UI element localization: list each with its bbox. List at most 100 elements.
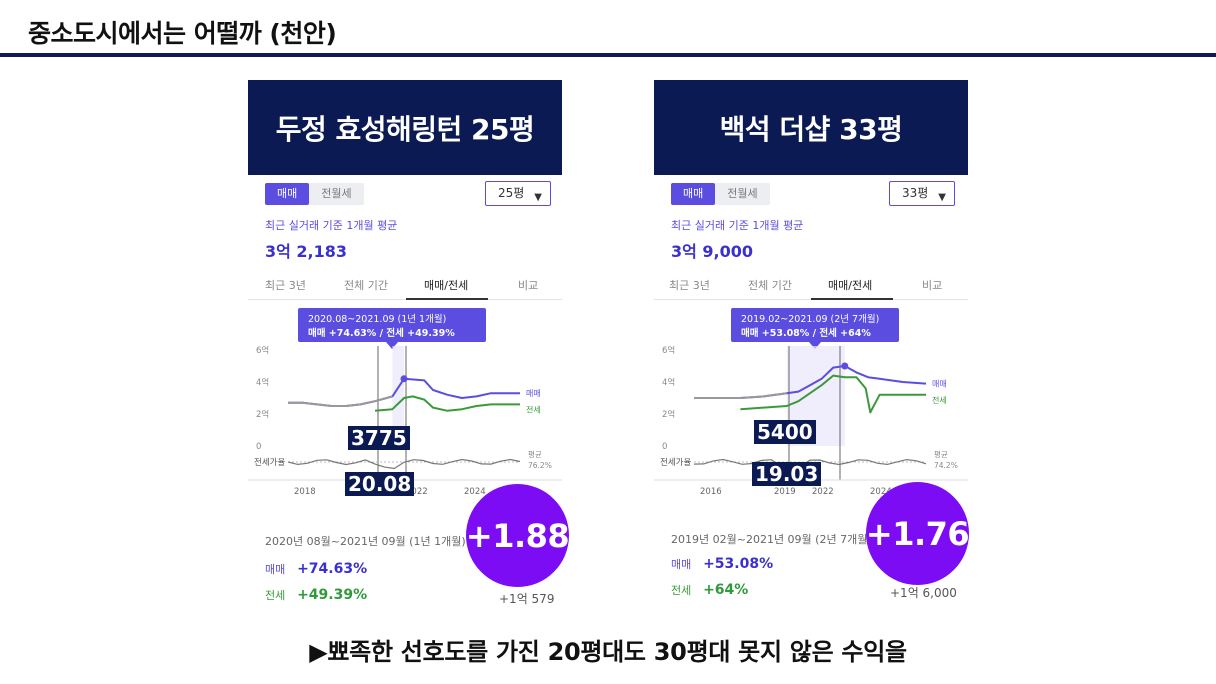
panel-header: 두정 효성해링턴 25평 xyxy=(248,80,562,175)
tooltip-arrow xyxy=(809,342,821,349)
segment-rent[interactable]: 전월세 xyxy=(727,187,758,200)
bottom-caption: ▶뾰족한 선호도를 가진 20평대도 30평대 못지 않은 수익을 xyxy=(309,638,907,666)
tab-sale-jeonse[interactable]: 매매/전세 xyxy=(828,279,873,292)
ratio-avg-value: 76.2% xyxy=(528,461,552,470)
tooltip-change: 매매 +74.63% / 전세 +49.39% xyxy=(308,327,455,339)
diff-text: +1억 579 xyxy=(499,592,555,606)
tab-underline xyxy=(406,298,488,300)
diff-text: +1억 6,000 xyxy=(890,586,957,600)
tab-compare[interactable]: 비교 xyxy=(518,279,539,292)
y-tick-label: 2억 xyxy=(662,409,675,420)
tooltip-change: 매매 +53.08% / 전세 +64% xyxy=(741,327,871,339)
x-tick-label: 2018 xyxy=(294,487,316,497)
x-tick-label: 2016 xyxy=(700,487,722,497)
size-select[interactable]: 33평 ▼ xyxy=(889,181,955,206)
jeonse-change: +49.39% xyxy=(297,587,368,603)
tab-recent-3y[interactable]: 최근 3년 xyxy=(265,279,306,292)
deal-type-toggle: 매매 전월세 xyxy=(265,183,364,205)
ratio-badge: 19.03 xyxy=(752,462,822,486)
ratio-line xyxy=(693,458,927,470)
multiplier-circle: +1.88 xyxy=(466,484,570,587)
jeonse-label: 전세 xyxy=(265,589,286,602)
x-tick-label: 2024 xyxy=(870,487,892,497)
chevron-down-icon: ▼ xyxy=(938,192,946,203)
x-tick-label: 2024 xyxy=(464,487,486,497)
tab-underline xyxy=(811,298,893,300)
legend-jeonse: 전세 xyxy=(932,395,947,405)
gap-badge: 5400 xyxy=(754,420,816,444)
avg-value: 3억 2,183 xyxy=(265,242,348,261)
jeonse-change-row: 전세 +64% xyxy=(671,582,748,598)
peak-point xyxy=(841,362,849,370)
sale-label: 매매 xyxy=(671,558,692,571)
jeonse-change: +64% xyxy=(703,582,749,598)
y-tick-label: 6억 xyxy=(256,345,269,356)
ratio-badge: 20.08 xyxy=(345,472,415,496)
peak-point xyxy=(400,375,408,383)
period-text: 2019년 02월~2021년 09월 (2년 7개월) xyxy=(671,533,872,546)
price-chart: 2019.02~2021.09 (2년 7개월) 매매 +53.08% / 전세 … xyxy=(654,308,968,497)
legend-sale: 매매 xyxy=(526,389,541,398)
y-tick-label: 4억 xyxy=(256,377,269,388)
listing-panel-duijeong: 두정 효성해링턴 25평 매매 전월세 25평 ▼ 최근 실거래 기준 1개월 … xyxy=(248,80,570,608)
multiplier-circle: +1.76 xyxy=(866,482,970,585)
tooltip-arrow xyxy=(386,342,398,349)
sale-change: +53.08% xyxy=(703,556,774,572)
x-tick-label: 2022 xyxy=(812,487,834,497)
segment-sale[interactable]: 매매 xyxy=(265,183,310,205)
tab-all-period[interactable]: 전체 기간 xyxy=(748,279,792,292)
tooltip-period: 2020.08~2021.09 (1년 1개월) xyxy=(308,313,446,325)
y-tick-label: 0 xyxy=(256,442,261,452)
period-tabs: 최근 3년 전체 기간 매매/전세 비교 xyxy=(248,272,562,300)
y-tick-label: 6억 xyxy=(662,345,675,356)
tab-all-period[interactable]: 전체 기간 xyxy=(344,279,388,292)
sale-change-row: 매매 +53.08% xyxy=(671,556,773,572)
tooltip-box xyxy=(731,308,899,342)
panel-header: 백석 더샵 33평 xyxy=(654,80,968,175)
ratio-avg-value: 74.2% xyxy=(934,461,958,470)
deal-type-toggle: 매매 전월세 xyxy=(671,183,770,205)
segment-sale[interactable]: 매매 xyxy=(671,183,716,205)
y-tick-label: 4억 xyxy=(662,377,675,388)
past-price-line xyxy=(288,395,393,407)
x-tick-label: 2019 xyxy=(774,487,796,497)
size-select[interactable]: 25평 ▼ xyxy=(485,181,551,206)
highlight-band xyxy=(392,346,404,446)
ratio-label: 전세가율 xyxy=(660,457,691,468)
ratio-label: 전세가율 xyxy=(254,457,285,468)
period-text: 2020년 08월~2021년 09월 (1년 1개월) xyxy=(265,535,466,548)
avg-value: 3억 9,000 xyxy=(671,242,754,261)
past-price-line xyxy=(694,392,787,399)
ratio-avg-label: 평균 xyxy=(528,449,542,459)
legend-jeonse: 전세 xyxy=(526,404,541,414)
tab-sale-jeonse[interactable]: 매매/전세 xyxy=(424,279,469,292)
size-select-value: 33평 xyxy=(902,186,929,200)
ratio-avg-label: 평균 xyxy=(934,449,948,459)
y-tick-label: 2억 xyxy=(256,409,269,420)
slide-title: 중소도시에서는 어떨까 (천안) xyxy=(28,19,337,48)
y-tick-label: 0 xyxy=(662,442,667,452)
tooltip-period: 2019.02~2021.09 (2년 7개월) xyxy=(741,313,879,325)
sale-change: +74.63% xyxy=(297,561,368,577)
tab-compare[interactable]: 비교 xyxy=(922,279,943,292)
segment-rent[interactable]: 전월세 xyxy=(321,187,352,200)
period-tabs: 최근 3년 전체 기간 매매/전세 비교 xyxy=(654,272,968,300)
tab-recent-3y[interactable]: 최근 3년 xyxy=(669,279,710,292)
price-chart: 2020.08~2021.09 (1년 1개월) 매매 +74.63% / 전세 … xyxy=(248,308,562,497)
size-select-value: 25평 xyxy=(498,186,525,200)
jeonse-price-line xyxy=(740,374,926,414)
tooltip-box xyxy=(298,308,486,342)
sale-label: 매매 xyxy=(265,563,286,576)
gap-badge: 3775 xyxy=(348,426,410,450)
jeonse-price-line xyxy=(374,395,520,412)
avg-label: 최근 실거래 기준 1개월 평균 xyxy=(671,219,804,232)
ratio-line xyxy=(287,458,521,470)
chevron-down-icon: ▼ xyxy=(534,192,542,203)
jeonse-label: 전세 xyxy=(671,584,692,597)
listing-panel-baekseok: 백석 더샵 33평 매매 전월세 33평 ▼ 최근 실거래 기준 1개월 평균 … xyxy=(654,80,970,608)
sale-change-row: 매매 +74.63% xyxy=(265,561,367,577)
title-divider xyxy=(0,53,1216,57)
avg-label: 최근 실거래 기준 1개월 평균 xyxy=(265,219,398,232)
legend-sale: 매매 xyxy=(932,380,947,389)
jeonse-change-row: 전세 +49.39% xyxy=(265,587,367,603)
